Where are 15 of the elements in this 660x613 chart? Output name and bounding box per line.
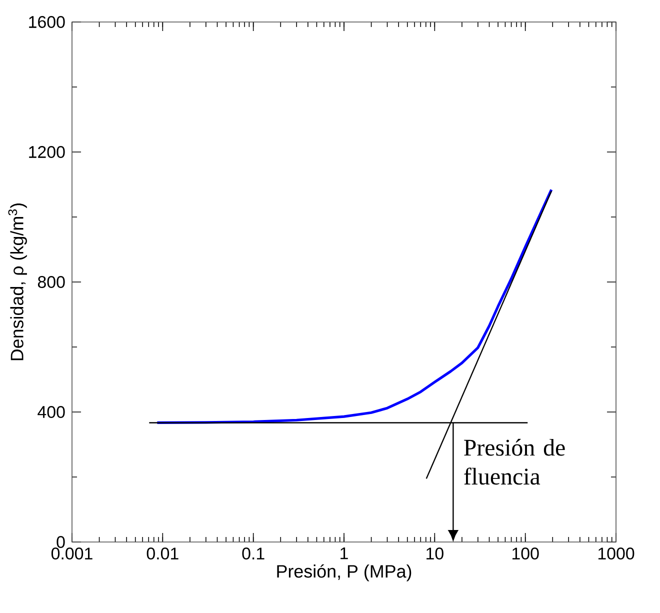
x-tick-label: 0.01	[146, 548, 178, 560]
y-tick-label: 1600	[29, 16, 65, 28]
y-axis-title: Densidad, ρ (kg/m$^{3}$)	[8, 204, 27, 360]
x-tick-label: 0.1	[242, 548, 264, 560]
x-axis-title: Presión, P (MPa)	[277, 564, 412, 582]
x-tick-label: 0.001	[51, 548, 92, 560]
annotation: Presión de fluencia	[464, 438, 565, 485]
x-tick-label: 100	[512, 548, 539, 560]
x-tick-label: 1	[340, 548, 348, 560]
y-tick-label: 0	[56, 536, 65, 548]
y-tick-label: 800	[38, 276, 65, 288]
x-tick-label: 10	[426, 548, 444, 560]
x-tick-label: 1000	[598, 548, 634, 560]
y-tick-label: 1200	[29, 146, 65, 158]
y-tick-label: 400	[38, 406, 65, 418]
